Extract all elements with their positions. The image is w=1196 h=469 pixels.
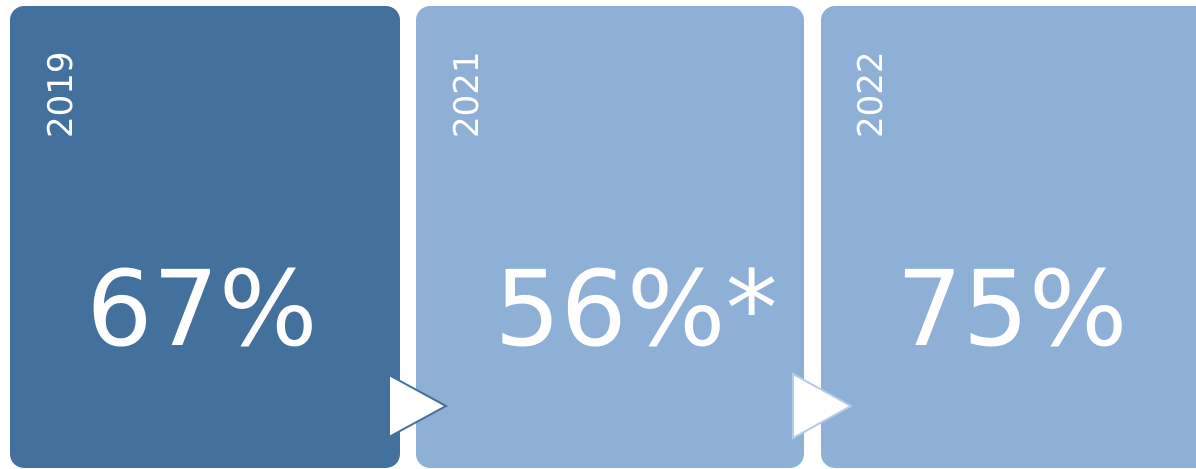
panel-value: 75% — [896, 248, 1127, 370]
panel — [416, 6, 804, 468]
panel — [10, 6, 400, 468]
panel-year: 2021 — [447, 51, 487, 138]
arrow — [388, 373, 449, 439]
panel-year: 2022 — [851, 51, 891, 138]
panel-value: 56%* — [494, 248, 777, 370]
panel — [821, 6, 1196, 468]
panel-year: 2019 — [41, 51, 81, 138]
panel-value: 67% — [86, 248, 317, 370]
arrow — [792, 372, 854, 440]
